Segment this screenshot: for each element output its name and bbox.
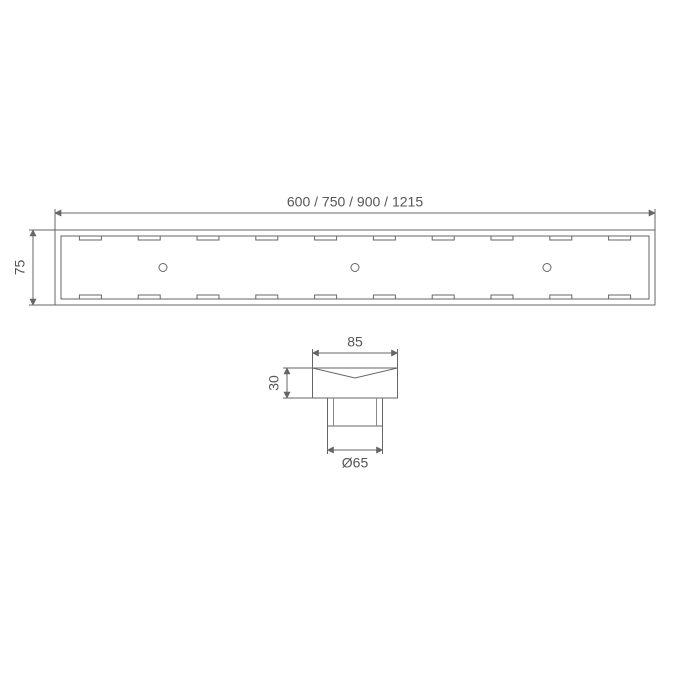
grate-tab <box>550 295 572 299</box>
grate-tab <box>609 236 631 240</box>
dim-label-85: 85 <box>347 334 363 350</box>
grate-tab <box>491 295 513 299</box>
grate-tab <box>79 236 101 240</box>
side-view <box>283 349 398 454</box>
top-view <box>29 209 655 305</box>
grate-tab <box>432 295 454 299</box>
fixing-hole <box>543 264 551 272</box>
grate-tab <box>609 295 631 299</box>
grate-tab <box>550 236 572 240</box>
dim-label-height: 75 <box>12 260 28 276</box>
grate-tab <box>197 236 219 240</box>
grate-tab <box>138 295 160 299</box>
grate-tab <box>197 295 219 299</box>
outlet <box>328 398 383 426</box>
channel-inner <box>61 236 649 299</box>
fixing-hole <box>351 264 359 272</box>
dim-label-30: 30 <box>266 375 282 391</box>
body-outline <box>313 368 398 398</box>
grate-tab <box>373 295 395 299</box>
dim-label-65: Ø65 <box>342 455 369 471</box>
dim-label-width: 600 / 750 / 900 / 1215 <box>287 194 423 210</box>
grate-tab <box>256 236 278 240</box>
grate-tab <box>373 236 395 240</box>
grate-tab <box>315 236 337 240</box>
grate-tab <box>138 236 160 240</box>
grate-tab <box>79 295 101 299</box>
grate-tab <box>491 236 513 240</box>
grate-tab <box>315 295 337 299</box>
grate-tab <box>432 236 454 240</box>
channel-outer <box>55 230 655 305</box>
grate-tab <box>256 295 278 299</box>
technical-drawing: 600 / 750 / 900 / 1215 75 85 30 Ø65 <box>0 0 700 700</box>
fixing-hole <box>159 264 167 272</box>
